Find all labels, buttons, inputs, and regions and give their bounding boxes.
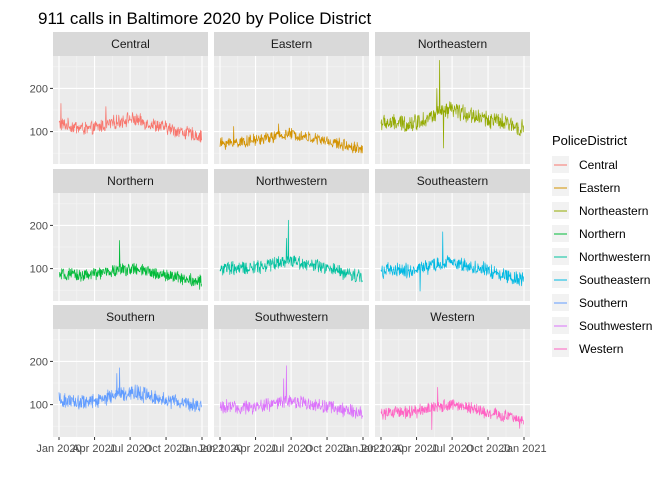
- legend-item-southeastern: Southeastern: [552, 271, 650, 288]
- facet-southeastern: Southeastern: [375, 169, 530, 301]
- facet-strip: [375, 169, 530, 193]
- legend-item-eastern: Eastern: [552, 179, 620, 196]
- x-tick-label: Oct 2020: [305, 443, 350, 455]
- x-tick-label: Jan 2020: [36, 443, 81, 455]
- facet-strip-label: Northern: [107, 174, 154, 188]
- legend-label: Northeastern: [579, 204, 648, 218]
- facet-western: Western: [375, 305, 530, 437]
- legend-title: PoliceDistrict: [552, 133, 628, 148]
- facet-strip-label: Northwestern: [256, 174, 327, 188]
- series-line-southeastern: [380, 231, 524, 292]
- facet-northern: Northern: [53, 169, 208, 301]
- x-tick-label: Jan 2021: [179, 443, 224, 455]
- x-tick-label: Jul 2020: [270, 443, 312, 455]
- series-line-southwestern: [219, 365, 363, 419]
- series-line-northwestern: [219, 219, 363, 283]
- x-tick-label: Oct 2020: [466, 443, 511, 455]
- x-tick-label: Jan 2021: [340, 443, 385, 455]
- y-tick-label: 200: [30, 220, 48, 232]
- legend-label: Northern: [579, 227, 626, 241]
- x-tick-label: Jul 2020: [431, 443, 473, 455]
- facet-strip-label: Western: [430, 310, 474, 324]
- legend-label: Central: [579, 158, 618, 172]
- facet-northwestern: Northwestern: [214, 169, 369, 301]
- x-tick-label: Jan 2020: [358, 443, 403, 455]
- chart-title: 911 calls in Baltimore 2020 by Police Di…: [38, 9, 371, 28]
- x-tick-label: Oct 2020: [144, 443, 189, 455]
- facet-southwestern: Southwestern: [214, 305, 369, 437]
- x-tick-label: Jan 2021: [501, 443, 546, 455]
- facet-strip: [53, 32, 208, 56]
- legend-item-northern: Northern: [552, 225, 626, 242]
- legend-label: Southwestern: [579, 319, 652, 333]
- legend-item-northwestern: Northwestern: [552, 248, 650, 265]
- facet-strip: [375, 305, 530, 329]
- facet-strip: [214, 32, 369, 56]
- series-line-western: [380, 386, 524, 431]
- facet-eastern: Eastern: [214, 32, 369, 164]
- legend-item-central: Central: [552, 156, 618, 173]
- facet-strip-label: Southeastern: [417, 174, 488, 188]
- x-tick-label: Jan 2020: [197, 443, 242, 455]
- legend-label: Western: [579, 342, 623, 356]
- legend-label: Southern: [579, 296, 628, 310]
- legend-label: Northwestern: [579, 250, 650, 264]
- x-tick-label: Apr 2020: [394, 443, 439, 455]
- y-tick-label: 200: [30, 356, 48, 368]
- series-line-central: [58, 103, 202, 143]
- facet-strip-label: Northeastern: [418, 37, 487, 51]
- facet-strip-label: Eastern: [271, 37, 312, 51]
- x-tick-label: Apr 2020: [72, 443, 117, 455]
- series-line-southern: [58, 367, 202, 413]
- legend: PoliceDistrict Central Eastern Northeaster…: [552, 133, 652, 357]
- facet-strip: [214, 169, 369, 193]
- series-line-northern: [58, 240, 202, 290]
- legend-item-western: Western: [552, 340, 623, 357]
- legend-label: Southeastern: [579, 273, 650, 287]
- y-tick-label: 100: [30, 264, 48, 276]
- facet-panels: Central Eastern Northeastern Northern Northw…: [53, 32, 530, 437]
- series-line-eastern: [219, 123, 363, 154]
- x-tick-label: Apr 2020: [233, 443, 278, 455]
- y-tick-label: 100: [30, 127, 48, 139]
- legend-label: Eastern: [579, 181, 620, 195]
- facet-strip: [53, 305, 208, 329]
- series-line-northeastern: [380, 59, 524, 149]
- facet-strip: [53, 169, 208, 193]
- facet-strip-label: Southwestern: [255, 310, 328, 324]
- facet-central: Central: [53, 32, 208, 164]
- facet-strip: [214, 305, 369, 329]
- y-tick-label: 200: [30, 83, 48, 95]
- facet-strip-label: Southern: [106, 310, 155, 324]
- facet-southern: Southern: [53, 305, 208, 437]
- y-tick-label: 100: [30, 400, 48, 412]
- facet-northeastern: Northeastern: [375, 32, 530, 164]
- legend-item-southern: Southern: [552, 294, 628, 311]
- x-tick-label: Jul 2020: [109, 443, 151, 455]
- facet-strip: [375, 32, 530, 56]
- legend-item-northeastern: Northeastern: [552, 202, 648, 219]
- legend-item-southwestern: Southwestern: [552, 317, 652, 334]
- facet-strip-label: Central: [111, 37, 150, 51]
